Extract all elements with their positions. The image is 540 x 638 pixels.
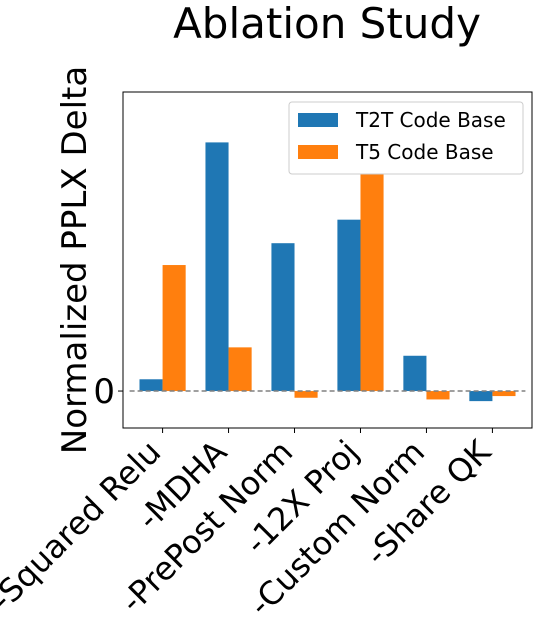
bar-t5-4 [426,391,450,400]
bar-t2t-2 [271,243,295,392]
bar-t5-5 [492,391,516,397]
bar-t5-0 [162,265,186,392]
bar-t2t-4 [403,355,427,392]
bar-t2t-0 [139,379,163,392]
bars-layer [139,142,516,402]
legend-swatch-t2t [298,113,338,127]
plot-frame [122,91,533,429]
bar-t2t-1 [205,142,229,392]
bar-t2t-3 [337,219,361,392]
y-tick-label-0: 0 [93,372,115,412]
legend-label-t5: T5 Code Base [355,140,494,164]
bar-t5-1 [228,347,252,392]
bar-t5-2 [294,391,318,398]
bar-t5-3 [360,172,384,392]
legend-box [288,101,524,175]
y-axis-label: Normalized PPLX Delta [55,66,95,454]
legend-swatch-t5 [298,145,338,159]
legend: T2T Code Base T5 Code Base [288,101,524,175]
legend-label-t2t: T2T Code Base [355,108,506,132]
chart-title: Ablation Study [173,0,481,48]
bar-t2t-5 [469,391,493,402]
